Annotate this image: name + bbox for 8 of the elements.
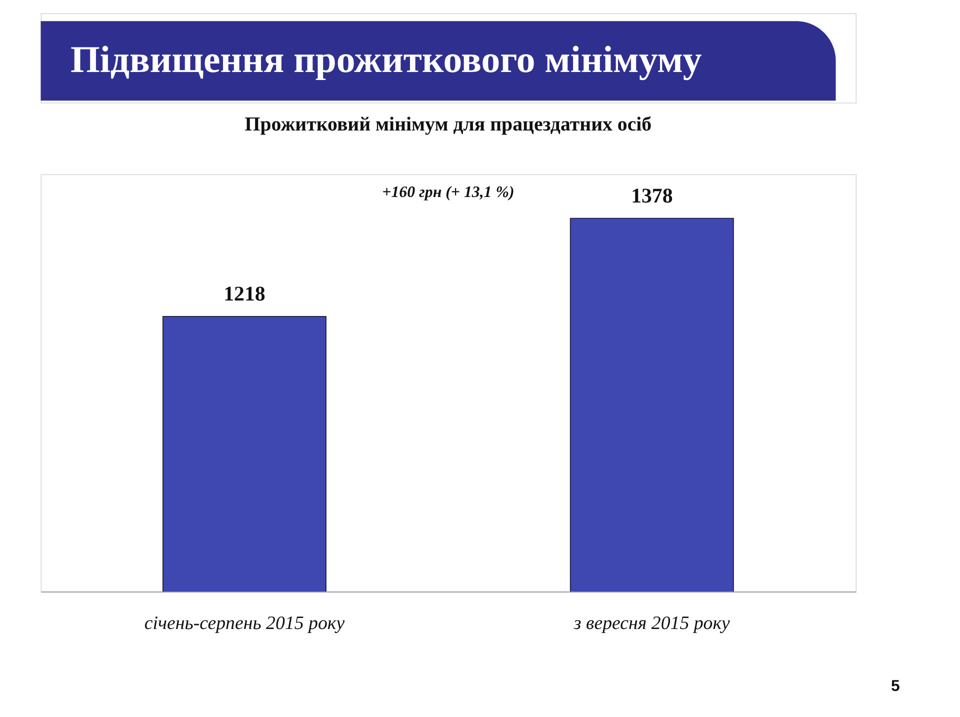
chart-title: Підвищення прожиткового мінімуму — [70, 38, 702, 81]
x-tick-label: з вересня 2015 року — [572, 612, 731, 634]
data-label: 1218 — [224, 282, 266, 306]
chart-subtitle: Прожитковий мінімум для працездатних осіб — [244, 113, 652, 136]
data-label: 1378 — [631, 183, 673, 208]
annotation: +160 грн (+ 13,1 %) — [382, 184, 514, 201]
x-tick-label: січень-серпень 2015 року — [144, 612, 346, 634]
text: 5 — [890, 678, 900, 695]
